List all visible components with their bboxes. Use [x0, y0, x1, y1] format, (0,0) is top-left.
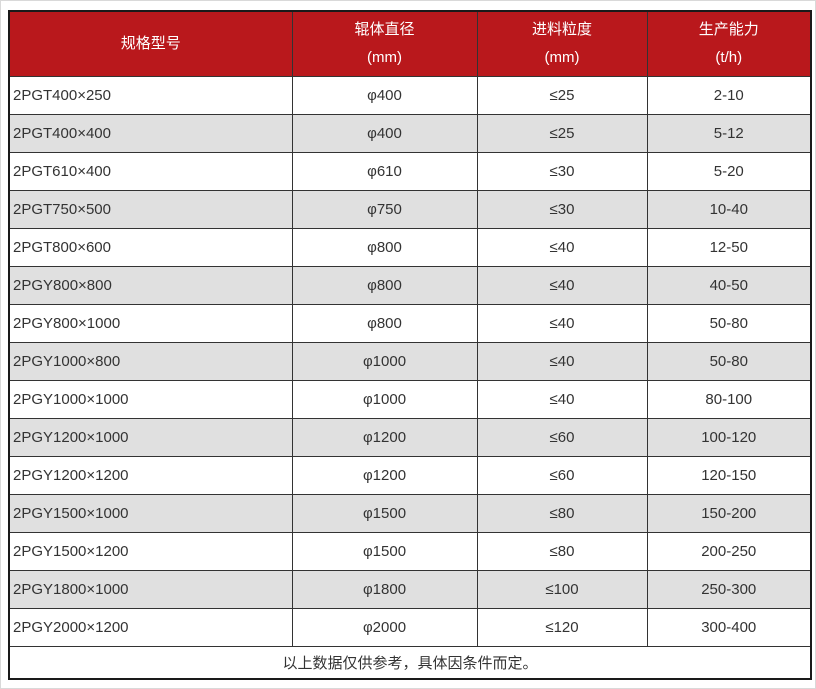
- column-header-capacity-unit: (t/h): [715, 49, 743, 66]
- cell-capacity: 50-80: [646, 342, 812, 381]
- cell-capacity: 10-40: [646, 190, 812, 229]
- cell-feed-size: ≤40: [476, 342, 648, 381]
- cell-feed-size: ≤100: [476, 570, 648, 609]
- table-row: 2PGY800×1000 φ800 ≤40 50-80: [8, 304, 812, 343]
- spec-table-header: 规格型号 辊体直径 (mm) 进料粒度 (mm) 生产能力 (t/h): [8, 10, 812, 77]
- table-row: 2PGY1000×800 φ1000 ≤40 50-80: [8, 342, 812, 381]
- table-row: 2PGT400×250 φ400 ≤25 2-10: [8, 76, 812, 115]
- column-header-diameter-unit: (mm): [367, 49, 402, 66]
- header-row: 规格型号 辊体直径 (mm) 进料粒度 (mm) 生产能力 (t/h): [8, 10, 812, 77]
- cell-diameter: φ1200: [291, 418, 478, 457]
- table-row: 2PGY1000×1000 φ1000 ≤40 80-100: [8, 380, 812, 419]
- column-header-diameter: 辊体直径 (mm): [291, 10, 478, 77]
- cell-diameter: φ610: [291, 152, 478, 191]
- cell-capacity: 80-100: [646, 380, 812, 419]
- cell-capacity: 250-300: [646, 570, 812, 609]
- cell-model: 2PGY2000×1200: [8, 608, 293, 647]
- spec-table-footer: 以上数据仅供参考，具体因条件而定。: [8, 646, 812, 680]
- cell-model: 2PGY1000×800: [8, 342, 293, 381]
- cell-feed-size: ≤60: [476, 418, 648, 457]
- cell-capacity: 150-200: [646, 494, 812, 533]
- cell-model: 2PGY1200×1200: [8, 456, 293, 495]
- table-row: 2PGY1800×1000 φ1800 ≤100 250-300: [8, 570, 812, 609]
- table-row: 2PGT750×500 φ750 ≤30 10-40: [8, 190, 812, 229]
- cell-model: 2PGY1500×1000: [8, 494, 293, 533]
- cell-capacity: 5-12: [646, 114, 812, 153]
- cell-capacity: 200-250: [646, 532, 812, 571]
- cell-feed-size: ≤40: [476, 228, 648, 267]
- cell-feed-size: ≤40: [476, 266, 648, 305]
- footnote-row: 以上数据仅供参考，具体因条件而定。: [8, 646, 812, 680]
- cell-feed-size: ≤40: [476, 304, 648, 343]
- cell-diameter: φ800: [291, 228, 478, 267]
- spec-table-body: 2PGT400×250 φ400 ≤25 2-10 2PGT400×400 φ400 ≤25…: [8, 76, 812, 647]
- cell-diameter: φ1000: [291, 380, 478, 419]
- cell-diameter: φ1000: [291, 342, 478, 381]
- column-header-diameter-label: 辊体直径: [354, 21, 415, 38]
- column-header-model-label: 规格型号: [120, 35, 181, 52]
- cell-model: 2PGY1500×1200: [8, 532, 293, 571]
- table-row: 2PGT400×400 φ400 ≤25 5-12: [8, 114, 812, 153]
- table-row: 2PGY1200×1200 φ1200 ≤60 120-150: [8, 456, 812, 495]
- cell-feed-size: ≤120: [476, 608, 648, 647]
- column-header-capacity: 生产能力 (t/h): [646, 10, 812, 77]
- cell-model: 2PGY1200×1000: [8, 418, 293, 457]
- cell-capacity: 12-50: [646, 228, 812, 267]
- cell-model: 2PGT400×250: [8, 76, 293, 115]
- cell-capacity: 100-120: [646, 418, 812, 457]
- cell-capacity: 2-10: [646, 76, 812, 115]
- column-header-feed-size-unit: (mm): [544, 49, 580, 66]
- cell-diameter: φ1500: [291, 494, 478, 533]
- cell-model: 2PGY800×800: [8, 266, 293, 305]
- cell-capacity: 50-80: [646, 304, 812, 343]
- table-row: 2PGY800×800 φ800 ≤40 40-50: [8, 266, 812, 305]
- cell-model: 2PGY1800×1000: [8, 570, 293, 609]
- cell-diameter: φ400: [291, 76, 478, 115]
- table-row: 2PGY2000×1200 φ2000 ≤120 300-400: [8, 608, 812, 647]
- cell-diameter: φ400: [291, 114, 478, 153]
- cell-feed-size: ≤80: [476, 532, 648, 571]
- cell-model: 2PGT610×400: [8, 152, 293, 191]
- column-header-feed-size: 进料粒度 (mm): [476, 10, 648, 77]
- cell-model: 2PGY1000×1000: [8, 380, 293, 419]
- table-row: 2PGY1500×1200 φ1500 ≤80 200-250: [8, 532, 812, 571]
- cell-diameter: φ1200: [291, 456, 478, 495]
- cell-capacity: 120-150: [646, 456, 812, 495]
- table-row: 2PGY1500×1000 φ1500 ≤80 150-200: [8, 494, 812, 533]
- cell-capacity: 300-400: [646, 608, 812, 647]
- cell-feed-size: ≤25: [476, 114, 648, 153]
- column-header-model: 规格型号: [8, 10, 293, 77]
- cell-feed-size: ≤40: [476, 380, 648, 419]
- cell-diameter: φ800: [291, 304, 478, 343]
- cell-model: 2PGT750×500: [8, 190, 293, 229]
- cell-diameter: φ2000: [291, 608, 478, 647]
- spec-table: 规格型号 辊体直径 (mm) 进料粒度 (mm) 生产能力 (t/h) 2PGT…: [8, 10, 812, 680]
- cell-capacity: 40-50: [646, 266, 812, 305]
- column-header-feed-size-label: 进料粒度: [531, 21, 592, 38]
- table-row: 2PGT800×600 φ800 ≤40 12-50: [8, 228, 812, 267]
- cell-diameter: φ800: [291, 266, 478, 305]
- cell-feed-size: ≤80: [476, 494, 648, 533]
- cell-diameter: φ750: [291, 190, 478, 229]
- cell-feed-size: ≤30: [476, 190, 648, 229]
- cell-diameter: φ1800: [291, 570, 478, 609]
- cell-model: 2PGT400×400: [8, 114, 293, 153]
- cell-capacity: 5-20: [646, 152, 812, 191]
- cell-model: 2PGT800×600: [8, 228, 293, 267]
- table-footnote: 以上数据仅供参考，具体因条件而定。: [8, 646, 812, 680]
- cell-feed-size: ≤25: [476, 76, 648, 115]
- cell-diameter: φ1500: [291, 532, 478, 571]
- table-row: 2PGT610×400 φ610 ≤30 5-20: [8, 152, 812, 191]
- table-row: 2PGY1200×1000 φ1200 ≤60 100-120: [8, 418, 812, 457]
- cell-feed-size: ≤60: [476, 456, 648, 495]
- cell-model: 2PGY800×1000: [8, 304, 293, 343]
- column-header-capacity-label: 生产能力: [698, 21, 759, 38]
- cell-feed-size: ≤30: [476, 152, 648, 191]
